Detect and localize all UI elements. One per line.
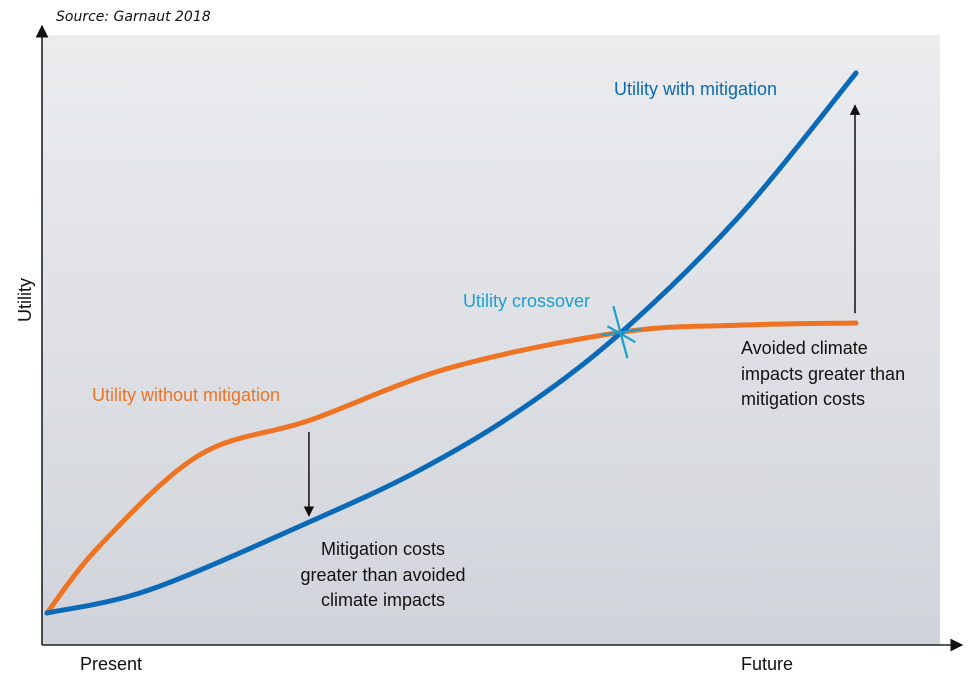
source-note: Source: Garnaut 2018 — [56, 9, 211, 25]
x-tick-label-future: Future — [741, 654, 793, 674]
series-line-without-mitigation — [44, 320, 859, 616]
annotation-line: Mitigation costs — [321, 539, 445, 559]
annotation-line: mitigation costs — [741, 389, 865, 409]
series-line-with-mitigation — [44, 70, 859, 616]
x-tick-label-present: Present — [80, 654, 142, 674]
annotation-line: Avoided climate — [741, 338, 868, 358]
mitigation-costs-annotation: Mitigation costs greater than avoided cl… — [300, 539, 465, 610]
crossover-label: Utility crossover — [463, 291, 590, 311]
series-label-without-mitigation: Utility without mitigation — [92, 385, 280, 405]
crossover-marker-stroke — [606, 325, 636, 344]
series-label-with-mitigation: Utility with mitigation — [614, 79, 777, 99]
crossover-marker — [601, 305, 642, 359]
avoided-impacts-annotation: Avoided climate impacts greater than mit… — [741, 338, 905, 409]
crossover-marker-stroke — [601, 328, 642, 337]
plot-background — [42, 35, 940, 645]
annotation-line: greater than avoided — [300, 565, 465, 585]
y-axis-label: Utility — [15, 278, 35, 322]
annotation-line: climate impacts — [321, 590, 445, 610]
annotation-line: impacts greater than — [741, 364, 905, 384]
